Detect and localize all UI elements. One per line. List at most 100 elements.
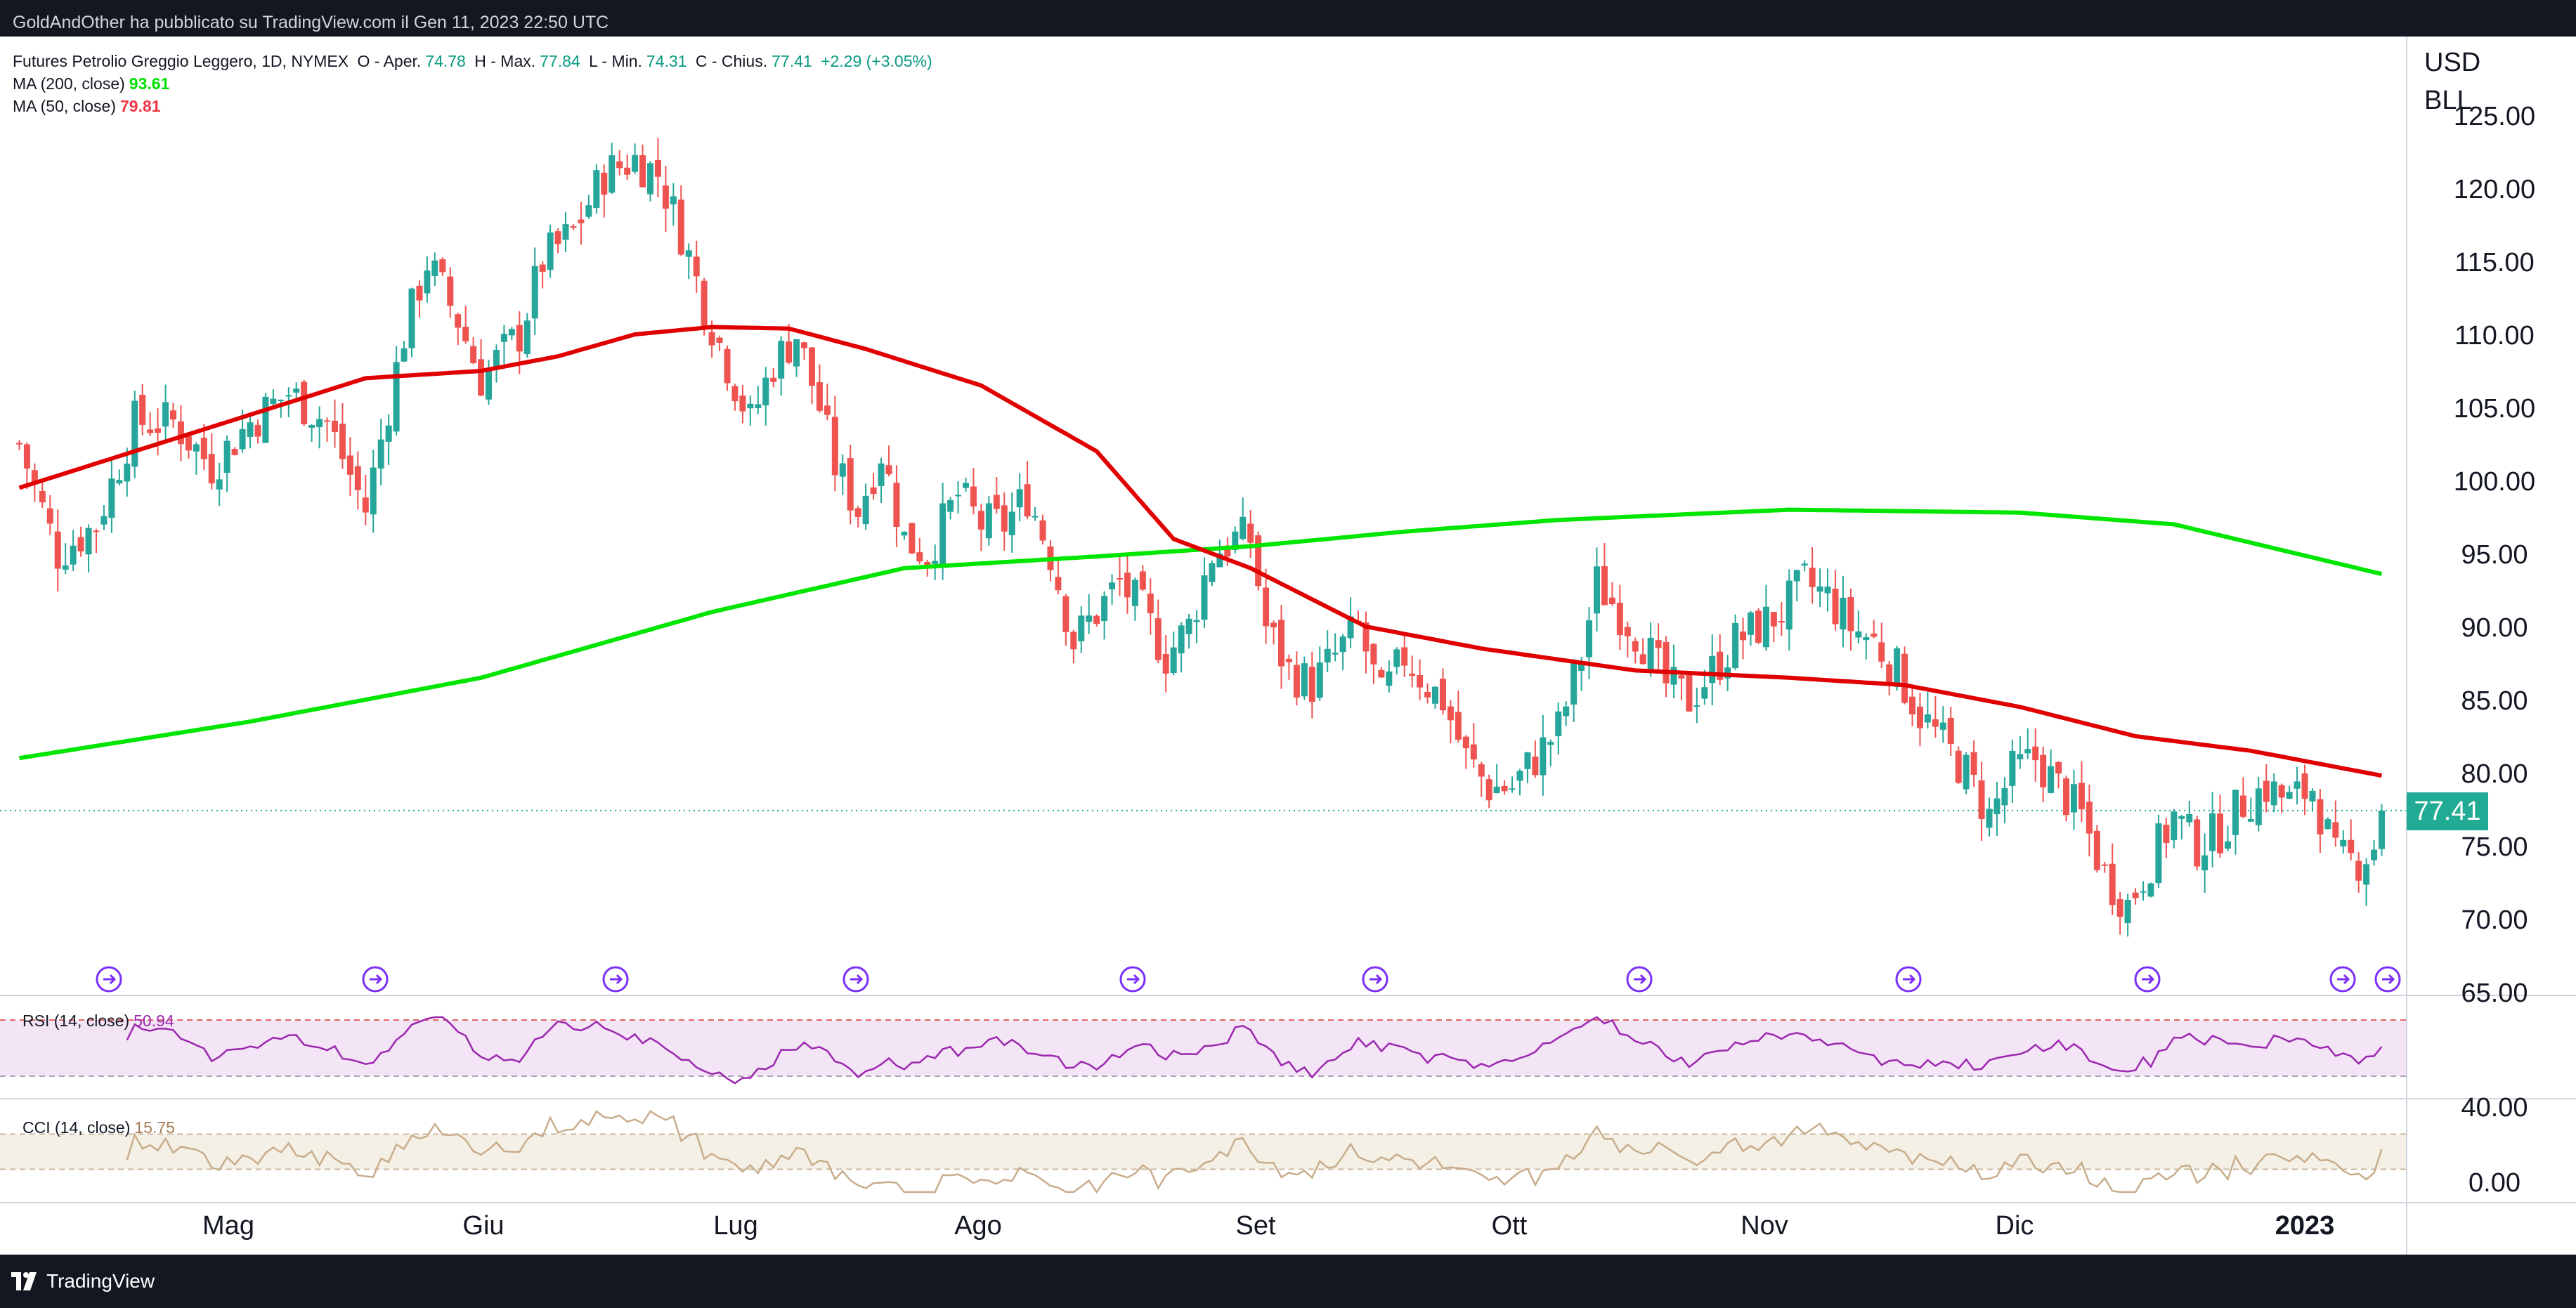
candle-body (2078, 783, 2085, 810)
candle-body (1824, 587, 1831, 594)
candle-body (824, 405, 831, 415)
ma200-legend[interactable]: MA (200, close) 93.61 (13, 74, 174, 93)
candle-body (377, 439, 384, 469)
cci-axis-label: 0.00 (2468, 1168, 2520, 1198)
candle-body (1563, 706, 1570, 717)
candle-body (324, 420, 331, 422)
candle-body (1293, 665, 1300, 698)
price-tick-label: 75.00 (2461, 832, 2528, 862)
candle-body (2032, 746, 2039, 761)
candle-body (609, 155, 616, 193)
candle-body (2194, 819, 2201, 867)
candle-body (1978, 780, 1985, 820)
candle-body (962, 483, 969, 488)
event-icon[interactable] (602, 966, 629, 993)
event-icon[interactable] (2134, 966, 2161, 993)
candle-body (816, 382, 823, 411)
candle-body (1762, 606, 1769, 648)
candle-body (1717, 651, 1724, 680)
cci-label: CCI (14, close) (22, 1118, 131, 1137)
candle-body (1032, 516, 1039, 518)
candle-body (2355, 861, 2362, 881)
candle-body (1632, 641, 1639, 652)
candle-body (316, 419, 323, 428)
candle-body (177, 421, 184, 445)
candle-body (2348, 839, 2355, 854)
candle-body (93, 530, 100, 532)
candle-body (1124, 573, 1131, 598)
candle-body (1801, 563, 1808, 566)
rsi-legend[interactable]: RSI (14, close) 50.94 (22, 1012, 178, 1031)
candle-body (1547, 742, 1554, 745)
candle-body (2317, 799, 2324, 835)
event-icon-arrow (370, 974, 383, 985)
candle-body (947, 499, 954, 512)
candle-body (1117, 577, 1124, 580)
candle-body (1154, 618, 1162, 660)
price-tick-label: 90.00 (2461, 613, 2528, 643)
event-icon[interactable] (1362, 966, 1388, 993)
cci-legend[interactable]: CCI (14, close) 15.75 (22, 1118, 179, 1137)
candle-body (893, 483, 900, 527)
candle-body (1039, 520, 1046, 541)
candle-body (1924, 714, 1931, 723)
candle-body (639, 155, 646, 188)
candle-body (1816, 586, 1823, 592)
price-pane (0, 138, 2407, 937)
event-icon[interactable] (843, 966, 869, 993)
candle-body (2017, 754, 2024, 759)
candle-body (462, 327, 469, 341)
candle-body (716, 337, 723, 343)
candle-body (1232, 531, 1239, 550)
event-icon[interactable] (1895, 966, 1922, 993)
time-axis-label: Ott (1492, 1211, 1528, 1241)
candle-body (985, 503, 992, 539)
candle-body (416, 285, 423, 301)
chart-area[interactable]: 65.00 70.00 75.00 80.00 85.00 90.00 95.00 100.0… (0, 37, 2576, 1255)
candle-body (1832, 588, 1839, 624)
event-icon[interactable] (96, 966, 122, 993)
candle-body (762, 377, 769, 406)
candle-body (331, 420, 338, 432)
candle-body (786, 341, 793, 363)
candle-body (401, 348, 408, 362)
candle-body (2263, 780, 2270, 802)
rsi-pane (0, 1016, 2407, 1085)
tradingview-logo[interactable]: TradingView (11, 1270, 155, 1293)
event-icon[interactable] (1626, 966, 1653, 993)
candle-body (278, 399, 285, 401)
candle-body (200, 438, 207, 459)
candle-body (646, 163, 653, 195)
candle-body (1693, 705, 1700, 707)
close-label: C - Chius. (695, 52, 768, 70)
candle-body (1424, 691, 1431, 698)
price-tick-label: 115.00 (2454, 248, 2534, 277)
candle-body (539, 264, 546, 272)
candle-body (2147, 883, 2154, 897)
cci-pane (0, 1110, 2407, 1194)
event-icon-arrow (1370, 974, 1383, 985)
event-icon[interactable] (362, 966, 389, 993)
event-icon-arrow (2382, 974, 2395, 985)
candle-body (1778, 621, 1785, 623)
candle-body (885, 465, 892, 475)
candle-body (1008, 511, 1015, 535)
candle-body (1624, 627, 1631, 636)
candle-body (1285, 658, 1292, 662)
event-icon[interactable] (2374, 966, 2401, 993)
candle-body (239, 429, 246, 450)
cci-value: 15.75 (134, 1118, 175, 1137)
candle-body (1070, 632, 1077, 650)
chart-canvas[interactable]: 65.00 70.00 75.00 80.00 85.00 90.00 95.00 100.0… (0, 37, 2576, 1255)
candle-body (1963, 754, 1970, 790)
rsi-line (126, 1016, 2383, 1085)
candle-body (955, 495, 962, 497)
candle-body (1947, 717, 1954, 744)
candle-body (2132, 892, 2139, 898)
ma50-legend[interactable]: MA (50, close) 79.81 (13, 97, 165, 116)
candle-body (262, 396, 269, 443)
candle-body (1955, 750, 1962, 783)
candle-body (1162, 654, 1169, 674)
event-icon[interactable] (2329, 966, 2356, 993)
event-icon[interactable] (1119, 966, 1146, 993)
